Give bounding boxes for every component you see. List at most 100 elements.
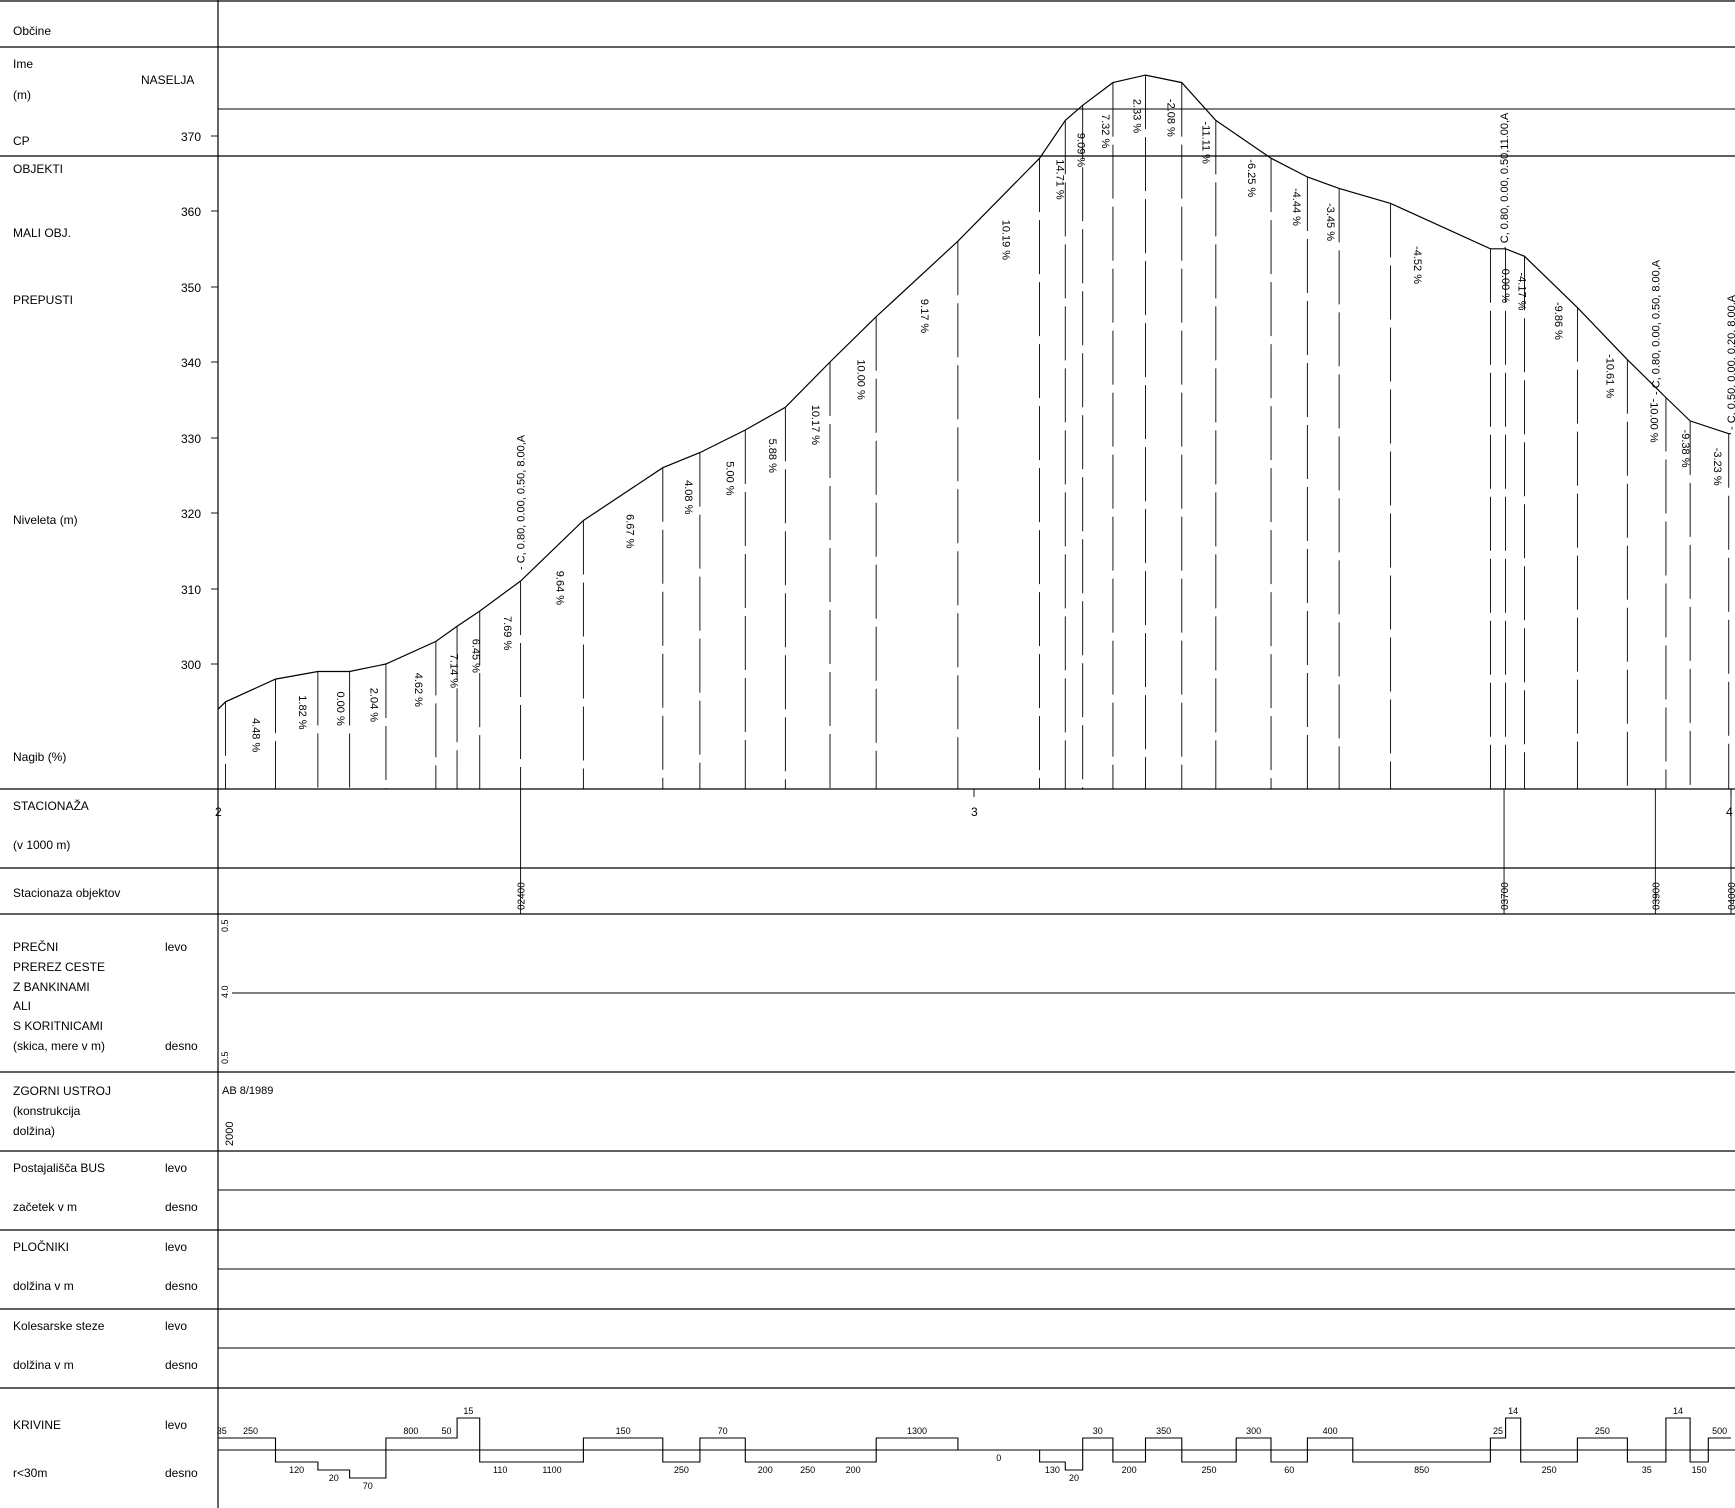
grade-label: 7.32 %	[1099, 114, 1111, 148]
grade-label: -9.86 %	[1552, 302, 1564, 340]
curve-radius-label: 150	[1692, 1465, 1707, 1475]
curve-radius-label: 250	[1542, 1465, 1557, 1475]
row-label-kolesarske: Kolesarske steze	[13, 1319, 105, 1333]
grade-label: 2.33 %	[1131, 99, 1143, 133]
curve-radius-label: 250	[243, 1426, 258, 1436]
niveleta-line	[217, 74, 1731, 710]
curve-radius-label: 70	[363, 1481, 373, 1491]
curve-radius-label: 850	[1414, 1465, 1429, 1475]
row-label-niveleta: Niveleta (m)	[13, 513, 78, 527]
row-label-obcine: Občine	[13, 24, 51, 38]
row-label-bus: Postajališča BUS	[13, 1161, 105, 1175]
cross-section-mid-width: 4.0	[220, 985, 230, 998]
curve-radius-label: 200	[1122, 1465, 1137, 1475]
row-label-stacionaza: STACIONAŽA	[13, 798, 89, 813]
row-label-precni-6: (skica, mere v m)	[13, 1039, 105, 1053]
row-label-plocniki-levo: levo	[165, 1240, 187, 1254]
object-label: - C, 0.80, 0.00, 0.50, 8.00,A	[516, 434, 528, 570]
row-label-nagib: Nagib (%)	[13, 750, 66, 764]
curve-radius-label: 250	[800, 1465, 815, 1475]
row-label-cp: CP	[13, 134, 30, 148]
row-label-krivine: KRIVINE	[13, 1418, 61, 1432]
object-label: - C, 0.80, 0.00, 0.50,11.00,A	[1499, 112, 1511, 250]
row-label-zgornji-3: dolžina)	[13, 1124, 55, 1138]
grade-label: -9.38 %	[1679, 430, 1691, 468]
elevation-tick-370: 370	[181, 130, 201, 144]
object-station-label: 03900	[1651, 882, 1662, 910]
curve-radius-label: 14	[1508, 1406, 1518, 1416]
grade-label: 10.00 %	[855, 359, 867, 400]
curve-radius-label: 70	[718, 1426, 728, 1436]
row-label-zgornji-2: (konstrukcija	[13, 1104, 81, 1118]
row-label-precni-levo: levo	[165, 940, 187, 954]
grade-label: 9.17 %	[918, 299, 930, 333]
grade-label: -4.44 %	[1290, 188, 1302, 226]
curve-radius-label: 20	[329, 1473, 339, 1483]
row-label-bus-sub: začetek v m	[13, 1200, 77, 1214]
grade-label: 9.64 %	[553, 571, 565, 605]
curve-radius-label: 0	[996, 1453, 1001, 1463]
row-label-stacionaza-objektov: Stacionaza objektov	[13, 886, 120, 900]
curve-radius-label: 120	[289, 1465, 304, 1475]
curve-radius-label: 20	[1069, 1473, 1079, 1483]
row-label-objekti: OBJEKTI	[13, 162, 63, 176]
curve-radius-label: 400	[1323, 1426, 1338, 1436]
elevation-axis: 370 360 350 340 330 320 310 300	[181, 130, 218, 672]
grade-label: -10.61 %	[1603, 354, 1615, 398]
object-station-label: 04000	[1727, 882, 1735, 910]
curve-radius-label: 150	[616, 1426, 631, 1436]
grade-label: 14.71 %	[1053, 159, 1065, 200]
grade-label: -3.23 %	[1711, 448, 1723, 486]
grade-label: 2.04 %	[367, 688, 379, 722]
curve-radius-label: 250	[1595, 1426, 1610, 1436]
object-station-label: 02400	[517, 882, 528, 910]
grade-label: 5.00 %	[724, 461, 736, 495]
row-label-precni-2: PREREZ CESTE	[13, 960, 105, 974]
cross-section: 0.5 4.0 0.5	[220, 919, 230, 1064]
curve-radius-label: 60	[1284, 1465, 1294, 1475]
station-axis: 2 3 4	[215, 789, 1733, 819]
row-label-bus-desno: desno	[165, 1200, 198, 1214]
row-label-krivine-levo: levo	[165, 1418, 187, 1432]
row-labels: Občine Ime (m) NASELJA CP OBJEKTI MALI O…	[13, 24, 198, 1480]
grade-label: 7.69 %	[501, 616, 513, 650]
row-label-precni-4: ALI	[13, 999, 31, 1013]
row-label-kolesarske-desno: desno	[165, 1358, 198, 1372]
grade-label: 10.17 %	[809, 405, 821, 446]
object-label: - C, 0.80, 0.00, 0.50, 8.00,A	[1650, 259, 1662, 395]
row-label-precni-1: PREČNI	[13, 939, 58, 954]
row-label-ime-unit: (m)	[13, 88, 31, 102]
row-label-stacionaza-unit: (v 1000 m)	[13, 838, 70, 852]
elevation-tick-340: 340	[181, 356, 201, 370]
elevation-tick-310: 310	[181, 583, 201, 597]
station-tick-4: 4	[1726, 805, 1733, 819]
curve-radius-label: 350	[1156, 1426, 1171, 1436]
row-label-plocniki: PLOČNIKI	[13, 1239, 69, 1254]
curve-radius-label: 50	[441, 1426, 451, 1436]
row-label-bus-levo: levo	[165, 1161, 187, 1175]
grade-label: -4.52 %	[1411, 246, 1423, 284]
grade-label: -2.08 %	[1165, 99, 1177, 137]
row-label-krivine-desno: desno	[165, 1466, 198, 1480]
object-layer: - C, 0.80, 0.00, 0.50, 8.00,A 02400 - C, 0…	[516, 112, 1735, 914]
grade-label: 1.82 %	[296, 695, 308, 729]
elevation-tick-360: 360	[181, 205, 201, 219]
grade-label: 4.62 %	[412, 673, 424, 707]
curve-radius-label: 200	[846, 1465, 861, 1475]
grade-label: -10.00 %	[1647, 399, 1659, 443]
curve-radius-label: 800	[403, 1426, 418, 1436]
curve-radius-label: 25	[1493, 1426, 1503, 1436]
row-label-zgornji-1: ZGORNI USTROJ	[13, 1084, 111, 1098]
grade-label: 5.88 %	[766, 439, 778, 473]
grade-label: 6.67 %	[624, 514, 636, 548]
curve-radius-label: 14	[1673, 1406, 1683, 1416]
curve-radius-label: 130	[1045, 1465, 1060, 1475]
grade-label: 4.48 %	[249, 718, 261, 752]
grade-label: 9.09 %	[1075, 133, 1087, 167]
curve-step-line	[218, 1417, 1731, 1479]
profile-layer	[217, 74, 1731, 789]
elevation-tick-350: 350	[181, 281, 201, 295]
curve-radius-label: 15	[463, 1406, 473, 1416]
